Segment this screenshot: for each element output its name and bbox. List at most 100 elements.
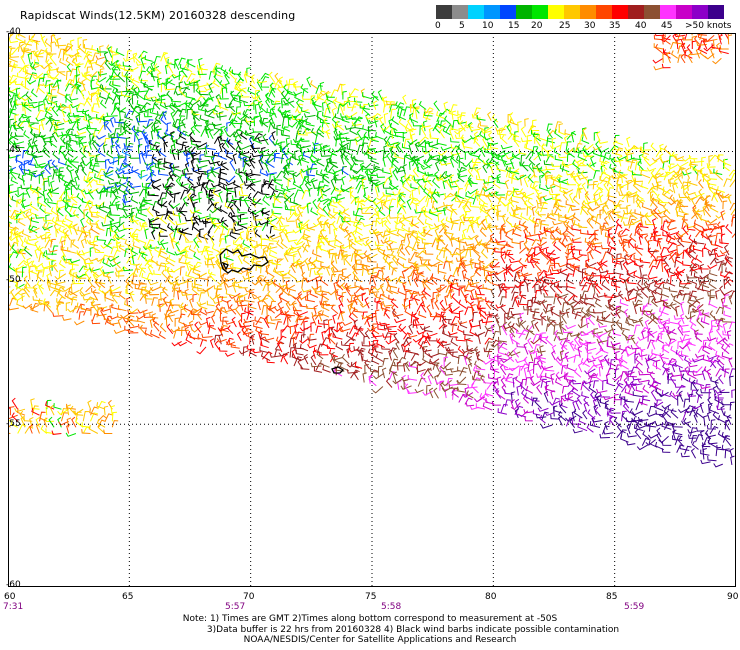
wind-barb [675,305,680,317]
wind-barb [331,123,342,129]
wind-barb [647,354,658,363]
wind-barb [433,387,439,399]
wind-barb [244,287,255,293]
wind-barb [553,324,559,335]
wind-barb [137,87,148,93]
wind-barb [305,120,315,127]
wind-barb [72,112,85,118]
colorbar-swatch [676,5,692,19]
wind-barb [237,283,248,289]
wind-barb [247,302,257,310]
wind-barb [286,88,297,97]
wind-barb [162,296,168,307]
wind-barb [509,258,519,264]
colorbar-swatch [628,5,644,19]
wind-barb [298,204,309,209]
wind-barb [300,223,311,232]
wind-barb [118,243,128,253]
wind-barb [661,190,671,200]
wind-barb [496,390,506,400]
wind-barb [485,398,495,405]
wind-barb [153,55,161,66]
wind-barb [458,127,464,137]
wind-barb [322,144,328,155]
wind-barb [545,184,556,190]
wind-barb [669,301,678,312]
wind-barb [103,185,114,190]
wind-barb [471,244,480,254]
wind-barb [553,201,562,212]
wind-barb [529,375,536,386]
wind-barb [565,170,576,176]
wind-barb [338,132,343,143]
wind-barb [151,297,158,306]
wind-barb [550,183,555,194]
wind-barb [568,294,578,302]
wind-barb [500,253,506,264]
wind-barb [452,120,458,131]
wind-barb [368,375,377,387]
wind-barb [572,195,580,205]
wind-barb [467,280,480,286]
wind-barb [411,155,419,167]
wind-barb [246,175,256,181]
wind-barb [131,84,140,95]
wind-barb [137,282,145,290]
wind-barb [634,226,641,237]
wind-barb [91,103,99,113]
wind-barb [114,139,121,149]
wind-barb [25,91,33,102]
wind-barb [47,233,53,244]
wind-barb [299,338,309,344]
wind-barb [125,289,135,296]
wind-barb [66,223,79,229]
wind-map-canvas[interactable] [8,33,736,587]
wind-barb [526,247,536,256]
wind-barb [442,315,452,321]
wind-barb [69,258,81,264]
wind-barb [481,238,492,247]
wind-barb [585,262,596,269]
wind-barb [332,268,343,273]
wind-barb [52,169,59,180]
wind-barb [172,169,181,179]
wind-barb [157,240,169,246]
wind-barb [431,273,441,281]
wind-barb [160,115,167,126]
wind-barb [207,169,212,178]
wind-barb [68,259,79,266]
wind-barb [28,270,34,280]
wind-barb [174,251,186,256]
wind-barb [76,303,85,314]
wind-barb [413,312,420,324]
wind-barb [171,74,182,79]
wind-barb [97,71,108,76]
wind-barb [655,399,662,408]
wind-barb [190,196,195,208]
wind-barb [497,155,508,163]
wind-barb [599,392,610,398]
wind-barb [525,385,534,394]
wind-barb [597,315,607,322]
wind-barb [611,275,616,286]
wind-barb [294,93,304,103]
wind-barb [138,111,144,122]
wind-barb [304,260,316,266]
wind-barb [505,264,514,272]
wind-barb [371,332,383,338]
wind-barb [346,103,357,109]
wind-barb [118,106,126,114]
wind-barb [606,248,616,258]
wind-barb [577,345,583,358]
wind-barb [405,336,411,347]
wind-barb [554,155,563,162]
wind-barb [532,164,543,170]
wind-barb [619,305,628,315]
wind-barb [632,375,642,381]
wind-barb [172,121,180,130]
wind-barb [89,267,101,272]
wind-barb [557,178,569,183]
wind-barb [319,244,330,253]
wind-map-plot[interactable] [8,33,736,587]
wind-barb [437,349,447,356]
